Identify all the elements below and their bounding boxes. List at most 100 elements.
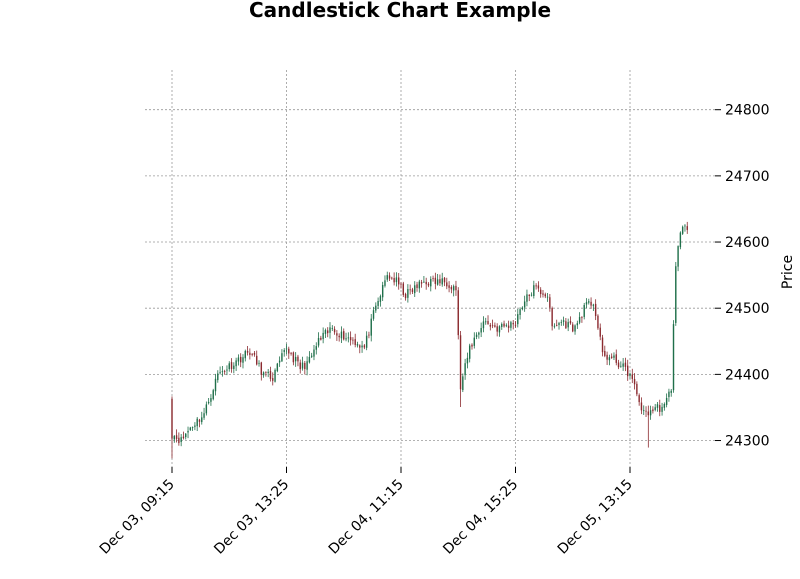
candle-body xyxy=(496,326,498,332)
candle-body xyxy=(372,310,375,319)
candle-body xyxy=(633,379,636,385)
candle-body xyxy=(349,337,352,341)
candle-body xyxy=(400,283,402,285)
candle-body xyxy=(581,317,583,319)
candle-body xyxy=(361,345,363,348)
candle-body xyxy=(528,294,530,296)
candle-body xyxy=(627,365,629,377)
candle-body xyxy=(212,390,214,400)
candle-body xyxy=(640,402,643,411)
candle-body xyxy=(217,373,219,381)
candle-body xyxy=(329,327,331,333)
candle-body xyxy=(381,285,384,298)
candle-body xyxy=(308,356,311,363)
candle-body xyxy=(221,371,224,373)
candle-body xyxy=(327,330,329,334)
candle-body xyxy=(269,370,272,379)
candle-body xyxy=(594,303,597,317)
candle-body xyxy=(503,323,505,327)
x-tick-label: Dec 03, 13:25 xyxy=(211,477,292,558)
candle-body xyxy=(569,321,572,324)
candle-body xyxy=(443,277,446,283)
candle-body xyxy=(567,322,569,328)
candle-body xyxy=(251,354,253,355)
y-tick-label: 24700 xyxy=(725,169,770,185)
candle-body xyxy=(677,246,679,267)
candle-body xyxy=(654,407,656,410)
candle-body xyxy=(597,315,599,329)
x-tick-label: Dec 03, 09:15 xyxy=(97,477,178,558)
candle-body xyxy=(292,352,295,363)
candle-body xyxy=(223,371,226,372)
candle-body xyxy=(544,294,546,297)
candle-body xyxy=(615,354,617,363)
candle-body xyxy=(684,225,686,227)
candle-body xyxy=(491,325,494,327)
candle-body xyxy=(686,226,688,230)
candle-body xyxy=(354,339,356,345)
candle-body xyxy=(265,372,267,374)
candle-body xyxy=(599,327,601,337)
candle-body xyxy=(175,435,178,439)
candle-body xyxy=(294,356,297,362)
candle-body xyxy=(384,280,386,286)
candle-body xyxy=(588,301,590,303)
candle-body xyxy=(230,362,233,369)
candle-body xyxy=(439,279,441,284)
candle-body xyxy=(272,378,274,381)
candle-body xyxy=(638,395,640,403)
candle-body xyxy=(629,373,631,376)
candle-body xyxy=(562,320,565,322)
candle-body xyxy=(290,353,292,354)
candle-body xyxy=(473,337,475,346)
candle-body xyxy=(608,357,611,361)
candle-body xyxy=(523,301,526,308)
candle-body xyxy=(622,363,624,367)
candle-body xyxy=(665,397,668,405)
candle-body xyxy=(407,289,409,298)
candle-body xyxy=(681,226,684,234)
candle-body xyxy=(288,348,290,354)
candle-body xyxy=(363,345,366,348)
candle-body xyxy=(324,330,327,334)
candle-body xyxy=(359,345,361,348)
candle-body xyxy=(416,284,418,288)
candle-body xyxy=(182,436,185,439)
candle-body xyxy=(507,325,510,328)
candle-body xyxy=(281,353,283,362)
candle-body xyxy=(466,357,469,364)
candle-body xyxy=(198,419,201,422)
candle-body xyxy=(368,334,370,336)
candle-body xyxy=(262,372,265,376)
candle-body xyxy=(574,325,576,332)
candle-body xyxy=(347,337,350,339)
candle-body xyxy=(549,297,551,308)
candle-body xyxy=(510,322,512,328)
candle-body xyxy=(551,308,553,327)
candle-body xyxy=(679,232,682,248)
candle-body xyxy=(356,344,359,346)
candle-body xyxy=(560,321,563,323)
candle-body xyxy=(613,355,615,358)
candle-body xyxy=(375,305,377,311)
candle-body xyxy=(336,333,338,336)
candle-body xyxy=(333,328,336,333)
grid-layer xyxy=(145,70,715,467)
chart-title: Candlestick Chart Example xyxy=(249,0,551,22)
candle-body xyxy=(505,325,508,327)
candle-body xyxy=(487,321,489,325)
candle-body xyxy=(228,363,230,370)
candle-body xyxy=(672,324,675,391)
candle-body xyxy=(425,281,427,285)
candle-body xyxy=(313,349,315,357)
candle-body xyxy=(194,425,196,427)
candle-body xyxy=(331,327,334,329)
candle-body xyxy=(624,362,627,367)
candle-body xyxy=(276,363,279,372)
candle-body xyxy=(322,332,324,340)
candle-body xyxy=(418,281,421,289)
candle-body xyxy=(610,356,613,358)
candle-body xyxy=(210,398,212,402)
y-tick-label: 24300 xyxy=(725,434,770,450)
